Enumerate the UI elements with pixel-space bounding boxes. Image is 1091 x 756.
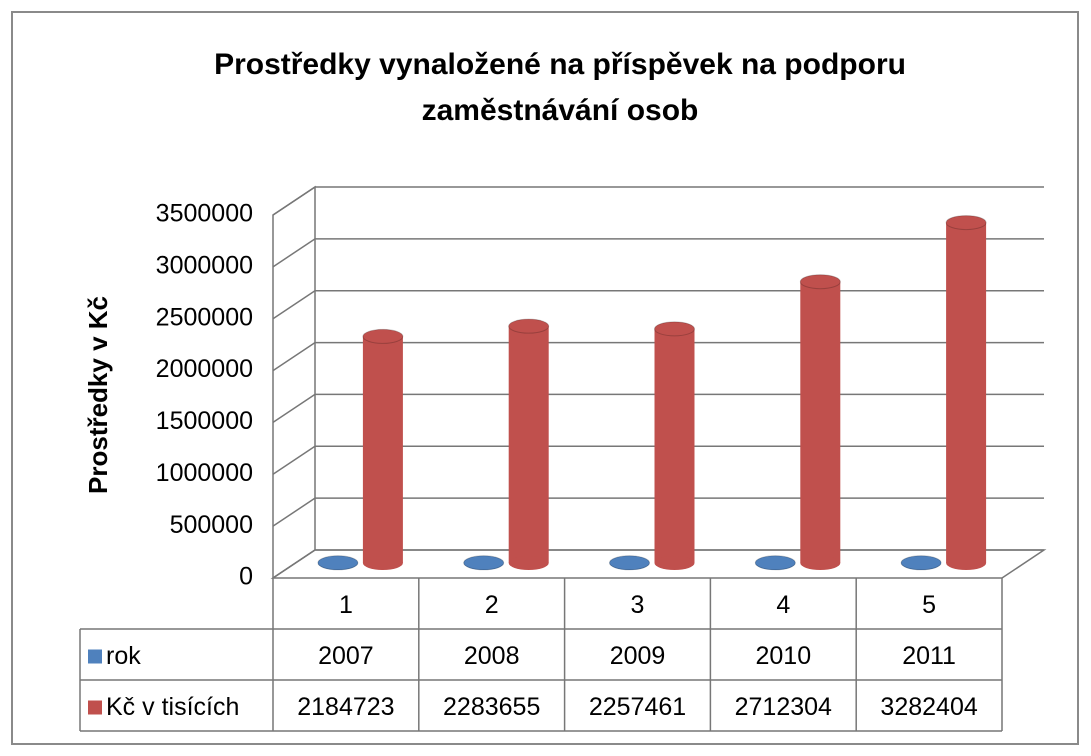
bar-body <box>800 281 841 563</box>
bar-top <box>362 328 404 344</box>
bar-bottom <box>654 556 695 570</box>
table-value: 2257461 <box>589 693 686 721</box>
bar-bottom <box>946 556 987 570</box>
bar <box>463 555 505 571</box>
y-tick-label: 500000 <box>170 511 253 539</box>
y-tick-label: 2000000 <box>156 355 253 383</box>
bar-top <box>799 274 841 290</box>
y-tick-label: 3500000 <box>156 200 253 228</box>
bar-body <box>508 326 549 563</box>
bar-body <box>362 336 403 563</box>
table-value: 2283655 <box>443 693 540 721</box>
bar <box>362 328 404 570</box>
bar <box>945 215 987 570</box>
bar-bottom <box>800 556 841 570</box>
table-value: 2184723 <box>297 693 394 721</box>
bar-top <box>609 555 650 571</box>
x-tick-label: 3 <box>631 591 645 619</box>
bar-bottom <box>362 556 403 570</box>
legend-swatch <box>88 700 102 715</box>
y-tick-label: 1000000 <box>156 459 253 487</box>
x-tick-label: 2 <box>485 591 499 619</box>
grid-line <box>272 186 1044 216</box>
bar <box>508 318 550 570</box>
table-value: 2007 <box>318 642 374 670</box>
y-tick-label: 1500000 <box>156 407 253 435</box>
y-axis-label: Prostředky v Kč <box>83 296 113 494</box>
bar <box>654 321 695 570</box>
table-value: 2010 <box>755 642 811 670</box>
y-tick-label: 0 <box>239 563 253 591</box>
bar-body <box>654 328 695 563</box>
x-tick-label: 4 <box>776 591 790 619</box>
bar-top <box>463 555 505 571</box>
x-tick-label: 1 <box>339 591 353 619</box>
grid-line <box>272 238 1044 268</box>
x-tick-label: 5 <box>922 591 936 619</box>
chart-title: Prostředky vynaložené na příspěvek na po… <box>214 48 906 127</box>
bar <box>754 555 796 571</box>
bar <box>799 274 841 570</box>
legend-label: Kč v tisících <box>106 693 239 721</box>
table-value: 3282404 <box>880 693 977 721</box>
bar <box>609 555 650 571</box>
legend-label: rok <box>106 642 141 670</box>
y-tick-label: 3000000 <box>156 251 253 279</box>
bar-top <box>754 555 796 571</box>
bar-top <box>654 321 695 337</box>
bar <box>317 555 359 571</box>
table-value: 2008 <box>464 642 520 670</box>
bar-top <box>945 215 987 231</box>
bar-top <box>317 555 359 571</box>
table-value: 2011 <box>902 642 956 670</box>
table-value: 2009 <box>610 642 666 670</box>
y-tick-label: 2500000 <box>156 303 253 331</box>
table-value: 2712304 <box>735 693 832 721</box>
bar <box>900 555 942 571</box>
bar-top <box>900 555 942 571</box>
legend-swatch <box>88 649 102 664</box>
bar-bottom <box>508 556 549 570</box>
bar-top <box>508 318 550 334</box>
bar-body <box>946 222 987 563</box>
side-wall <box>272 185 316 580</box>
